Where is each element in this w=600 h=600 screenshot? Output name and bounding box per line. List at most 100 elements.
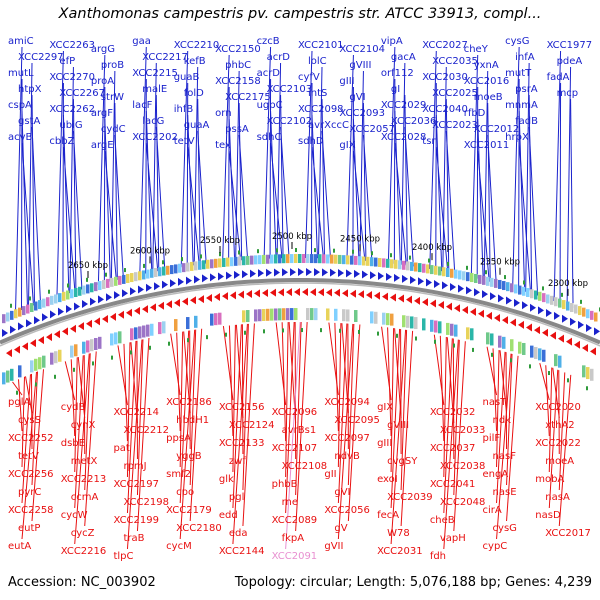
gene-label[interactable]: gVIII [387, 420, 409, 431]
forward-gene-arrow[interactable] [554, 311, 560, 320]
gene-label[interactable]: gacA [391, 52, 416, 63]
cog-feature-forward[interactable] [98, 281, 102, 291]
gene-label[interactable]: psrA [515, 84, 538, 95]
reverse-gene-arrow[interactable] [526, 323, 532, 332]
gene-label[interactable]: XCC2214 [113, 407, 159, 418]
forward-gene-arrow[interactable] [354, 269, 360, 278]
reverse-gene-arrow[interactable] [286, 288, 292, 297]
cog-feature-forward[interactable] [290, 254, 294, 264]
cog-feature-forward[interactable] [262, 254, 266, 264]
gene-label[interactable]: cpo [176, 487, 194, 498]
gene-label[interactable]: XCC2057 [349, 124, 395, 135]
gene-label[interactable]: fadA [547, 72, 570, 83]
cog-feature-reverse[interactable] [314, 308, 318, 321]
cog-feature-forward[interactable] [374, 257, 378, 267]
reverse-gene-arrow[interactable] [78, 322, 84, 331]
cog-feature-reverse[interactable] [34, 358, 38, 371]
cog-feature-forward[interactable] [370, 257, 374, 267]
cog-feature-forward[interactable] [506, 282, 510, 292]
gene-label[interactable]: tsr [422, 136, 436, 147]
reverse-gene-arrow[interactable] [38, 336, 44, 345]
gene-label[interactable]: XCC2212 [123, 425, 169, 436]
cog-feature-reverse[interactable] [522, 342, 526, 355]
gene-label[interactable]: gVI [334, 487, 350, 498]
forward-gene-arrow[interactable] [434, 279, 440, 288]
forward-gene-arrow[interactable] [586, 324, 592, 333]
forward-gene-arrow[interactable] [458, 284, 464, 293]
reverse-gene-arrow[interactable] [222, 292, 228, 301]
reverse-gene-arrow[interactable] [142, 305, 148, 314]
gene-label[interactable]: yggB [176, 451, 202, 462]
cog-feature-reverse[interactable] [518, 341, 522, 354]
cog-feature-forward[interactable] [294, 254, 298, 264]
reverse-gene-arrow[interactable] [326, 288, 332, 297]
cog-feature-forward[interactable] [34, 301, 38, 311]
forward-gene-arrow[interactable] [10, 325, 16, 334]
forward-gene-arrow[interactable] [2, 329, 8, 338]
cog-feature-forward[interactable] [2, 314, 6, 324]
gene-label[interactable]: zwf [229, 456, 246, 467]
cog-feature-forward[interactable] [134, 272, 138, 282]
gene-label[interactable]: W78 [387, 528, 410, 539]
cog-feature-reverse[interactable] [538, 348, 542, 361]
gene-label[interactable]: rfbD [464, 108, 486, 119]
cog-feature-forward[interactable] [406, 261, 410, 271]
cog-feature-reverse[interactable] [10, 368, 14, 381]
gene-label[interactable]: XCC2093 [339, 108, 385, 119]
cog-feature-reverse[interactable] [498, 335, 502, 348]
forward-gene-arrow[interactable] [18, 322, 24, 331]
cog-feature-forward[interactable] [378, 257, 382, 267]
cog-feature-forward[interactable] [450, 268, 454, 278]
cog-feature-forward[interactable] [246, 255, 250, 265]
gene-label[interactable]: gVI [349, 92, 365, 103]
cog-feature-forward[interactable] [338, 254, 342, 264]
cog-feature-forward[interactable] [514, 284, 518, 294]
cog-feature-reverse[interactable] [262, 309, 266, 322]
gene-label[interactable]: XCC2035 [432, 56, 478, 67]
gene-label[interactable]: guaB [174, 72, 200, 83]
cog-feature-forward[interactable] [578, 306, 582, 316]
gene-label[interactable]: moeA [545, 456, 574, 467]
cog-feature-reverse[interactable] [438, 321, 442, 334]
cog-feature-reverse[interactable] [270, 308, 274, 321]
gene-label[interactable]: cheY [464, 44, 489, 55]
cog-feature-forward[interactable] [178, 263, 182, 273]
forward-gene-arrow[interactable] [122, 289, 128, 298]
cog-feature-forward[interactable] [110, 277, 114, 287]
forward-gene-arrow[interactable] [42, 313, 48, 322]
forward-gene-arrow[interactable] [90, 297, 96, 306]
cog-feature-forward[interactable] [494, 278, 498, 288]
forward-gene-arrow[interactable] [546, 309, 552, 318]
cog-feature-forward[interactable] [434, 265, 438, 275]
reverse-gene-arrow[interactable] [582, 344, 588, 353]
gene-label[interactable]: xthA2 [545, 420, 574, 431]
gene-label[interactable]: XCC2252 [8, 433, 54, 444]
cog-feature-forward[interactable] [542, 293, 546, 303]
gene-label[interactable]: cspA [8, 100, 32, 111]
cog-feature-forward[interactable] [490, 277, 494, 287]
cog-feature-forward[interactable] [214, 258, 218, 268]
forward-gene-arrow[interactable] [74, 302, 80, 311]
gene-label[interactable]: XCC2217 [142, 52, 188, 63]
gene-label[interactable]: XCC2094 [324, 397, 370, 408]
cog-feature-forward[interactable] [298, 254, 302, 264]
gene-label[interactable]: ccmA [71, 492, 99, 503]
forward-gene-arrow[interactable] [234, 270, 240, 279]
cog-feature-reverse[interactable] [510, 339, 514, 352]
cog-feature-forward[interactable] [242, 256, 246, 266]
gene-label[interactable]: tlpC [113, 551, 133, 562]
forward-gene-arrow[interactable] [530, 303, 536, 312]
cog-feature-forward[interactable] [286, 254, 290, 264]
forward-gene-arrow[interactable] [514, 298, 520, 307]
cog-feature-forward[interactable] [46, 297, 50, 307]
forward-gene-arrow[interactable] [274, 268, 280, 277]
cog-feature-forward[interactable] [310, 254, 314, 264]
cog-feature-forward[interactable] [554, 297, 558, 307]
gene-label[interactable]: sdhD [298, 136, 324, 147]
cog-feature-forward[interactable] [218, 258, 222, 268]
cog-feature-forward[interactable] [182, 263, 186, 273]
forward-gene-arrow[interactable] [138, 285, 144, 294]
gene-label[interactable]: XCC2027 [422, 40, 468, 51]
gene-label[interactable]: malE [142, 84, 167, 95]
